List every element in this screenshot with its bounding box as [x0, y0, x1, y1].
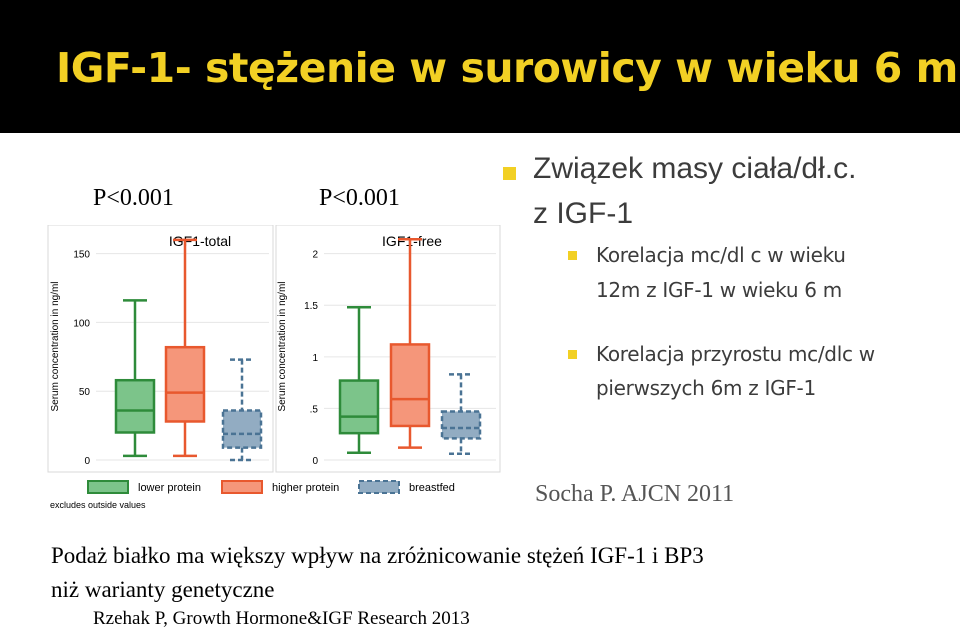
conclusion-line2: niż warianty genetyczne — [51, 577, 275, 602]
legend-swatch — [221, 480, 263, 494]
citation-socha: Socha P. AJCN 2011 — [535, 481, 735, 507]
bullet-marker — [503, 167, 516, 180]
p-value-total: P<0.001 — [93, 185, 174, 211]
sub-bullet2-line2: pierwszych 6m z IGF-1 — [596, 376, 816, 400]
box-lower-protein — [338, 379, 380, 435]
legend-swatch — [87, 480, 129, 494]
y-tick-label: .5 — [310, 404, 319, 415]
y-tick-label: 50 — [79, 387, 91, 398]
legend-label: higher protein — [272, 482, 339, 494]
y-tick-label: 1.5 — [304, 301, 318, 312]
sub-bullet2-line1: Korelacja przyrostu mc/dlc w — [596, 342, 875, 366]
y-axis-label: Serum concentration in ng/ml — [50, 281, 61, 411]
citation-rzehak: Rzehak P, Growth Hormone&IGF Research 20… — [93, 608, 470, 629]
y-tick-label: 0 — [84, 456, 90, 467]
sub-bullet-marker — [568, 251, 577, 260]
y-tick-label: 0 — [312, 456, 318, 467]
chart-title: IGF1-free — [382, 233, 442, 249]
box-lower-protein — [114, 378, 156, 434]
legend-note: excludes outside values — [50, 500, 146, 510]
y-tick-label: 150 — [73, 250, 90, 261]
conclusion-line1: Podaż białko ma większy wpływ na zróżnic… — [51, 543, 704, 568]
title-bar: IGF-1- stężenie w surowicy w wieku 6 m. — [0, 0, 960, 133]
y-tick-label: 2 — [312, 250, 318, 261]
p-value-free: P<0.001 — [319, 185, 400, 211]
legend-label: lower protein — [138, 482, 201, 494]
legend-swatch — [358, 480, 400, 494]
sub-bullet1-line2: 12m z IGF-1 w wieku 6 m — [596, 278, 842, 302]
sub-bullet1-line1: Korelacja mc/dl c w wieku — [596, 243, 846, 267]
legend-label: breastfed — [409, 482, 455, 494]
y-tick-label: 100 — [73, 318, 90, 329]
y-tick-label: 1 — [312, 353, 318, 364]
bullet-main-line2: z IGF-1 — [533, 197, 634, 230]
slide-title: IGF-1- stężenie w surowicy w wieku 6 m. — [56, 44, 960, 92]
box-higher-protein — [389, 343, 431, 428]
y-axis-label: Serum concentration in ng/ml — [277, 281, 288, 411]
box-breastfed — [440, 410, 482, 440]
bullet-main-line1: Związek masy ciała/dł.c. — [533, 152, 857, 185]
sub-bullet-marker — [568, 350, 577, 359]
box-breastfed — [221, 409, 263, 449]
box-higher-protein — [164, 345, 206, 423]
